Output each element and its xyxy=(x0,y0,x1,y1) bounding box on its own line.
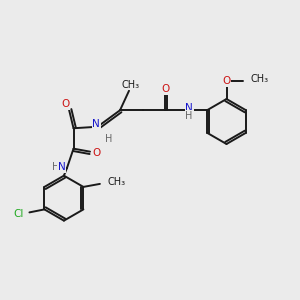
Text: N: N xyxy=(92,119,100,129)
Text: H: H xyxy=(185,111,193,121)
Text: CH₃: CH₃ xyxy=(250,74,268,85)
Text: CH₃: CH₃ xyxy=(122,80,140,90)
Text: H: H xyxy=(105,134,112,144)
Text: CH₃: CH₃ xyxy=(107,177,125,188)
Text: O: O xyxy=(161,84,169,94)
Text: O: O xyxy=(92,148,100,158)
Text: N: N xyxy=(58,162,65,172)
Text: N: N xyxy=(185,103,193,113)
Text: O: O xyxy=(222,76,231,86)
Text: O: O xyxy=(61,99,70,109)
Text: Cl: Cl xyxy=(13,209,23,219)
Text: H: H xyxy=(52,162,59,172)
